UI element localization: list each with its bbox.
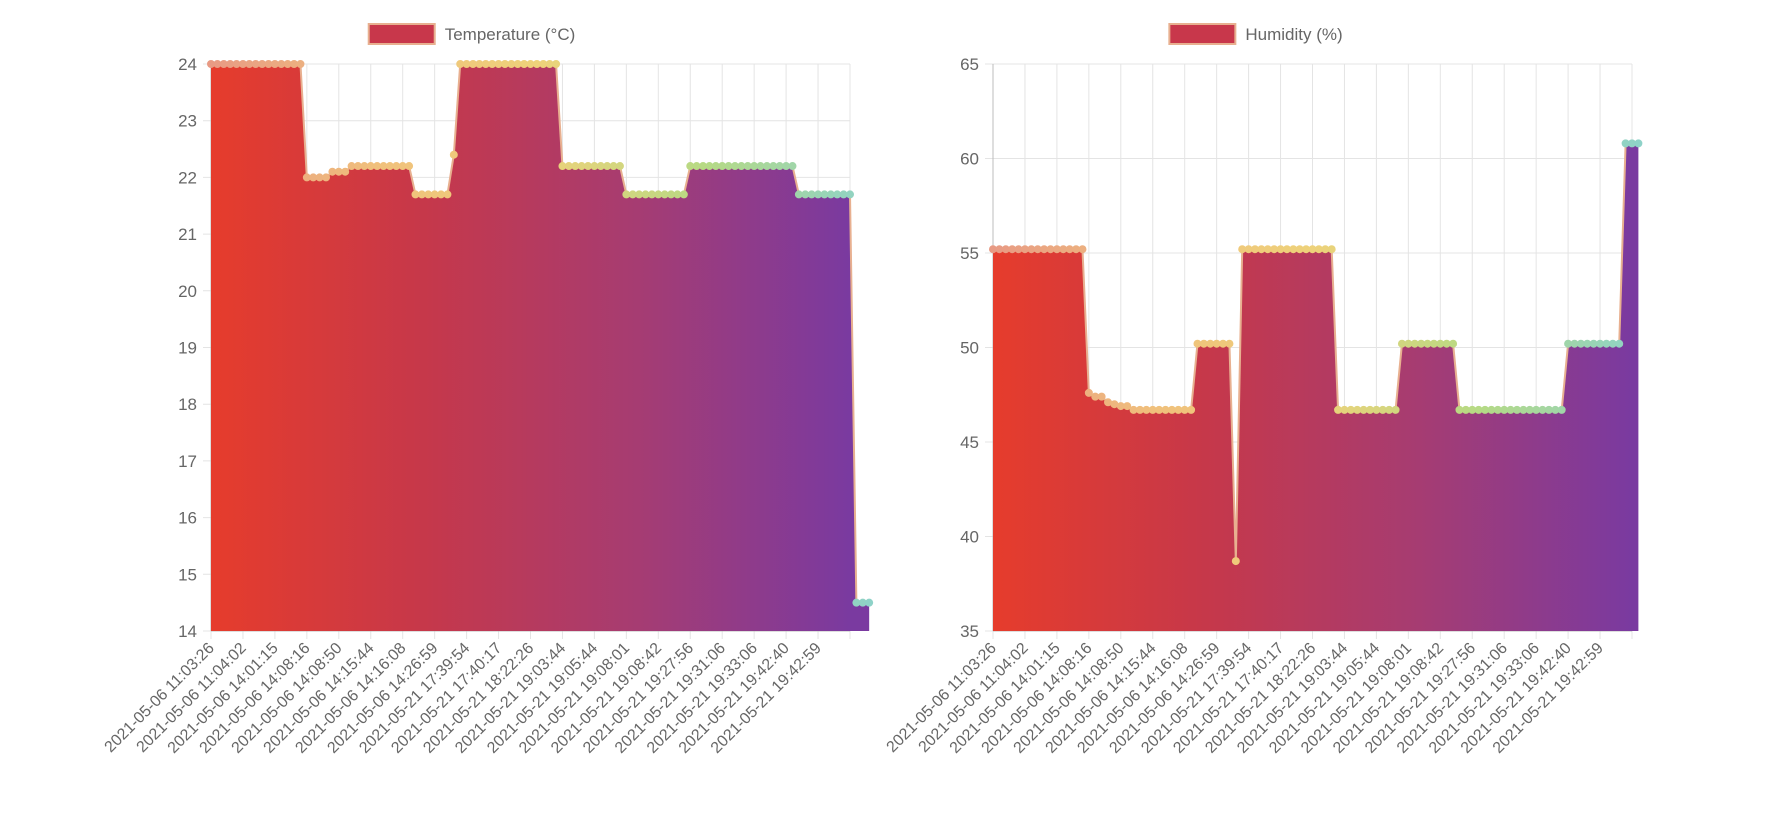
y-tick-label: 65	[960, 55, 979, 74]
data-point[interactable]	[1084, 388, 1093, 397]
data-point[interactable]	[1557, 405, 1566, 414]
data-point[interactable]	[405, 162, 414, 171]
y-tick-label: 23	[178, 112, 197, 131]
data-point[interactable]	[1225, 339, 1234, 348]
data-point[interactable]	[1097, 392, 1106, 401]
y-tick-label: 21	[178, 225, 197, 244]
data-point[interactable]	[449, 150, 458, 159]
data-point[interactable]	[846, 190, 854, 199]
y-tick-label: 20	[178, 282, 197, 301]
data-point[interactable]	[443, 190, 452, 199]
legend-label: Humidity (%)	[1245, 25, 1342, 44]
series-area	[211, 64, 870, 631]
data-point[interactable]	[322, 173, 331, 182]
y-tick-label: 18	[178, 395, 197, 414]
y-tick-label: 16	[178, 509, 197, 528]
y-tick-label: 45	[960, 433, 979, 452]
y-tick-label: 17	[178, 452, 197, 471]
data-point[interactable]	[1327, 245, 1336, 254]
legend-swatch[interactable]	[1168, 23, 1237, 45]
data-point[interactable]	[1187, 405, 1196, 414]
data-point[interactable]	[1634, 139, 1643, 148]
data-point[interactable]	[296, 60, 305, 68]
data-point[interactable]	[1449, 339, 1458, 348]
y-tick-label: 15	[178, 565, 197, 584]
y-tick-label: 35	[960, 622, 979, 641]
data-point[interactable]	[1123, 402, 1132, 411]
series-area	[993, 143, 1639, 631]
data-point[interactable]	[865, 598, 874, 607]
data-point[interactable]	[552, 60, 561, 68]
data-point[interactable]	[341, 167, 350, 176]
legend-label: Temperature (°C)	[445, 25, 576, 44]
data-point[interactable]	[615, 162, 624, 171]
data-point[interactable]	[1231, 557, 1240, 566]
legend-swatch[interactable]	[367, 23, 436, 45]
y-tick-label: 19	[178, 339, 197, 358]
y-tick-label: 55	[960, 244, 979, 263]
data-point[interactable]	[1078, 245, 1087, 254]
y-tick-label: 50	[960, 339, 979, 358]
data-point[interactable]	[788, 162, 797, 171]
y-tick-label: 22	[178, 168, 197, 187]
y-tick-label: 60	[960, 150, 979, 169]
data-point[interactable]	[679, 190, 688, 199]
y-tick-label: 14	[178, 622, 197, 641]
data-point[interactable]	[1391, 405, 1400, 414]
y-tick-label: 40	[960, 528, 979, 547]
data-point[interactable]	[1615, 339, 1624, 348]
y-tick-label: 24	[178, 55, 197, 74]
